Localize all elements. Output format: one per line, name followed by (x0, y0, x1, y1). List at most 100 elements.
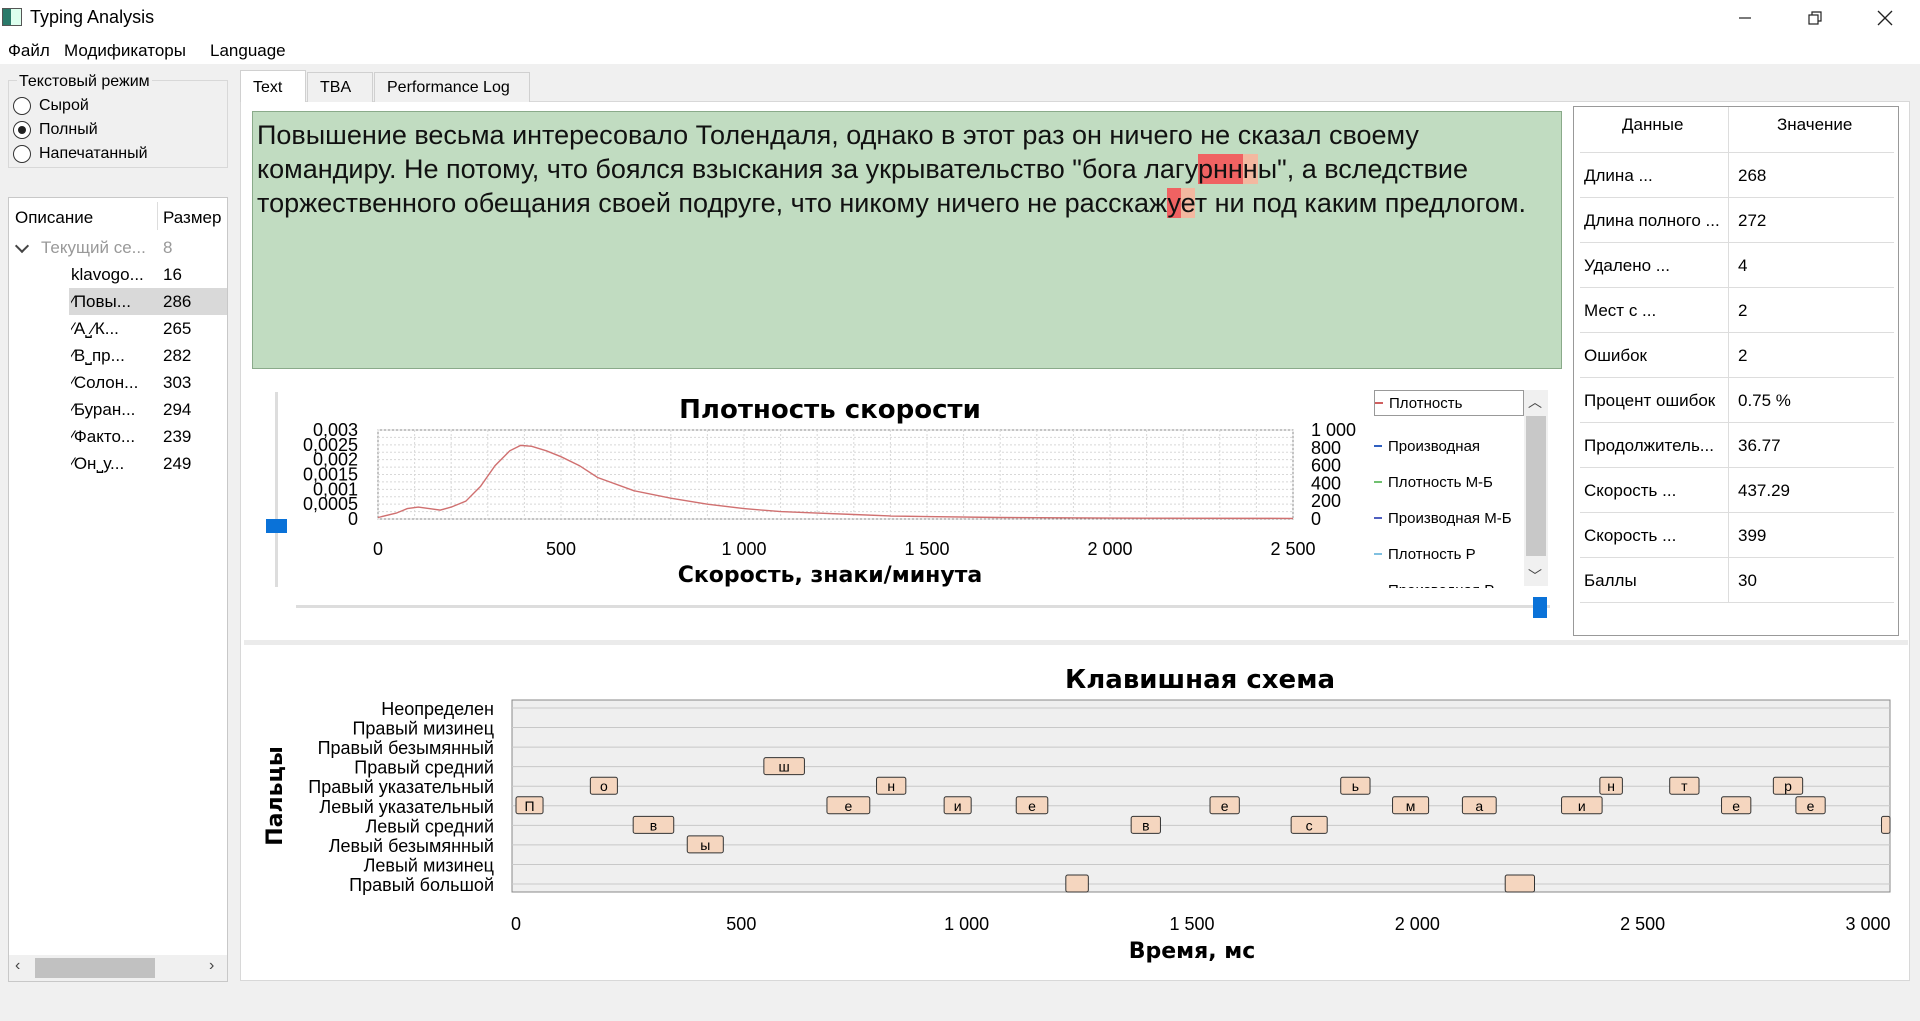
radio-full[interactable] (13, 121, 31, 139)
typed-text-display[interactable]: Повышение весьма интересовало Толендаля,… (252, 111, 1562, 369)
menu-modifiers[interactable]: Модификаторы (64, 41, 186, 60)
panel-splitter[interactable] (244, 640, 1908, 645)
tree-root-row[interactable]: Текущий се... 8 (9, 234, 227, 261)
legend-scrollbar[interactable]: ︿ ﹀ (1524, 390, 1548, 586)
tree-item[interactable]: ⁄Факто... 239 (9, 423, 227, 450)
vertical-zoom-slider[interactable] (266, 519, 287, 533)
mode-typed-option[interactable]: Напечатанный (13, 145, 148, 163)
plot-area (511, 699, 1891, 893)
legend-item[interactable]: Производная Р (1374, 572, 1524, 589)
window-title: Typing Analysis (30, 7, 155, 27)
close-icon (1877, 10, 1893, 26)
text-mode-title: Текстовый режим (17, 73, 152, 91)
x-axis-label: Время, мс (1129, 939, 1256, 964)
legend-item[interactable]: Плотность (1374, 390, 1524, 416)
column-size[interactable]: Размер (163, 208, 222, 227)
stats-header-value[interactable]: Значение (1777, 115, 1853, 134)
key-press-bar (1881, 815, 1891, 834)
legend-scrollbar-thumb[interactable] (1526, 416, 1546, 556)
stats-row[interactable]: Процент ошибок 0.75 % (1580, 378, 1894, 423)
key-press-label: ь (1352, 778, 1359, 794)
key-press-bar (876, 776, 907, 795)
finger-label: Неопределен (381, 699, 494, 719)
finger-label: Левый безымянный (329, 836, 494, 856)
scroll-left-icon[interactable]: ‹ (15, 957, 21, 974)
x-tick-label: 3 000 (1845, 914, 1890, 934)
key-press-bar (1795, 796, 1826, 815)
stats-row[interactable]: Длина полного ... 272 (1580, 198, 1894, 243)
scrollbar-thumb[interactable] (35, 958, 155, 978)
y-axis-label: Пальцы (263, 746, 288, 845)
tree-item-size: 16 (163, 265, 182, 284)
stats-header-data[interactable]: Данные (1622, 115, 1684, 134)
key-press-label: е (1732, 798, 1740, 814)
vertical-zoom-track (275, 392, 278, 587)
tree-item[interactable]: ⁄Повы... 286 (9, 288, 227, 315)
tree-item-size: 294 (163, 400, 192, 419)
radio-typed[interactable] (13, 145, 31, 163)
tab-tba[interactable]: TBA (307, 72, 373, 102)
close-button[interactable] (1850, 0, 1920, 36)
stats-row[interactable]: Ошибок 2 (1580, 333, 1894, 378)
key-press-bar (1340, 776, 1371, 795)
legend-swatch (1374, 481, 1382, 483)
finger-label: Левый мизинец (364, 855, 494, 875)
legend-label: Производная Р (1388, 582, 1494, 589)
tab-performance-log[interactable]: Performance Log (374, 72, 530, 102)
stats-row[interactable]: Мест с ... 2 (1580, 288, 1894, 333)
stats-row[interactable]: Баллы 30 (1580, 558, 1894, 603)
stats-row[interactable]: Удалено ... 4 (1580, 243, 1894, 288)
tab-text[interactable]: Text (240, 70, 306, 102)
menu-file[interactable]: Файл (8, 41, 50, 60)
key-press-label: а (1475, 798, 1483, 814)
legend-item[interactable]: Плотность М-Б (1374, 464, 1524, 500)
tree-item[interactable]: ⁄Буран... 294 (9, 396, 227, 423)
text-part-2: ы", а вследствие торжественного обещания… (257, 154, 1469, 218)
correction-highlight-1: н (1242, 154, 1258, 184)
mode-full-option[interactable]: Полный (13, 121, 98, 139)
legend-item[interactable]: Производная (1374, 428, 1524, 464)
key-press-label: ш (779, 759, 790, 775)
stats-row[interactable]: Длина ... 268 (1580, 153, 1894, 198)
minimize-button[interactable] (1710, 0, 1780, 36)
legend-item[interactable]: Производная М-Б (1374, 500, 1524, 536)
column-description[interactable]: Описание (15, 208, 94, 227)
restore-icon (1808, 11, 1822, 25)
mode-raw-option[interactable]: Сырой (13, 97, 89, 115)
menu-language[interactable]: Language (210, 41, 286, 60)
stats-row[interactable]: Скорость ... 437.29 (1580, 468, 1894, 513)
text-part-3: т ни под каким предлогом. (1194, 188, 1527, 218)
restore-button[interactable] (1780, 0, 1850, 36)
tree-item[interactable]: klavogo... 16 (9, 261, 227, 288)
tree-item[interactable]: ⁄Он⎵у... 249 (9, 450, 227, 477)
horizontal-zoom-slider[interactable] (1533, 597, 1547, 618)
stats-key: Баллы (1584, 571, 1637, 590)
minimize-icon (1739, 17, 1751, 19)
finger-label: Правый мизинец (352, 719, 494, 739)
stats-row[interactable]: Скорость ... 399 (1580, 513, 1894, 558)
stats-value: 4 (1738, 256, 1748, 275)
stats-key: Скорость ... (1584, 481, 1677, 500)
legend-swatch (1374, 517, 1382, 519)
tree-item[interactable]: ⁄Солон... 303 (9, 369, 227, 396)
key-press-bar (1461, 796, 1497, 815)
stats-table: Данные Значение Длина ... 268 Длина полног… (1573, 106, 1899, 636)
scroll-right-icon[interactable]: › (209, 957, 215, 974)
scroll-up-icon[interactable]: ︿ (1528, 394, 1542, 410)
key-press-bar (1065, 874, 1089, 893)
tree-item[interactable]: ⁄А⎵⁄К... 265 (9, 315, 227, 342)
stats-value: 399 (1738, 526, 1767, 545)
legend-item[interactable]: Плотность Р (1374, 536, 1524, 572)
key-press-bar (1721, 796, 1752, 815)
key-press-label: П (524, 798, 534, 814)
tree-item-label: ⁄Он⎵у... (71, 454, 125, 473)
horizontal-zoom-track (296, 605, 1550, 608)
stats-row[interactable]: Продолжитель... 36.77 (1580, 423, 1894, 468)
radio-raw[interactable] (13, 97, 31, 115)
scroll-down-icon[interactable]: ﹀ (1528, 568, 1542, 584)
tree-item[interactable]: ⁄В⎵пр... 282 (9, 342, 227, 369)
tree-item-size: 303 (163, 373, 192, 392)
tree-horizontal-scrollbar[interactable]: ‹ › (9, 955, 227, 981)
legend-label: Плотность Р (1388, 545, 1476, 563)
